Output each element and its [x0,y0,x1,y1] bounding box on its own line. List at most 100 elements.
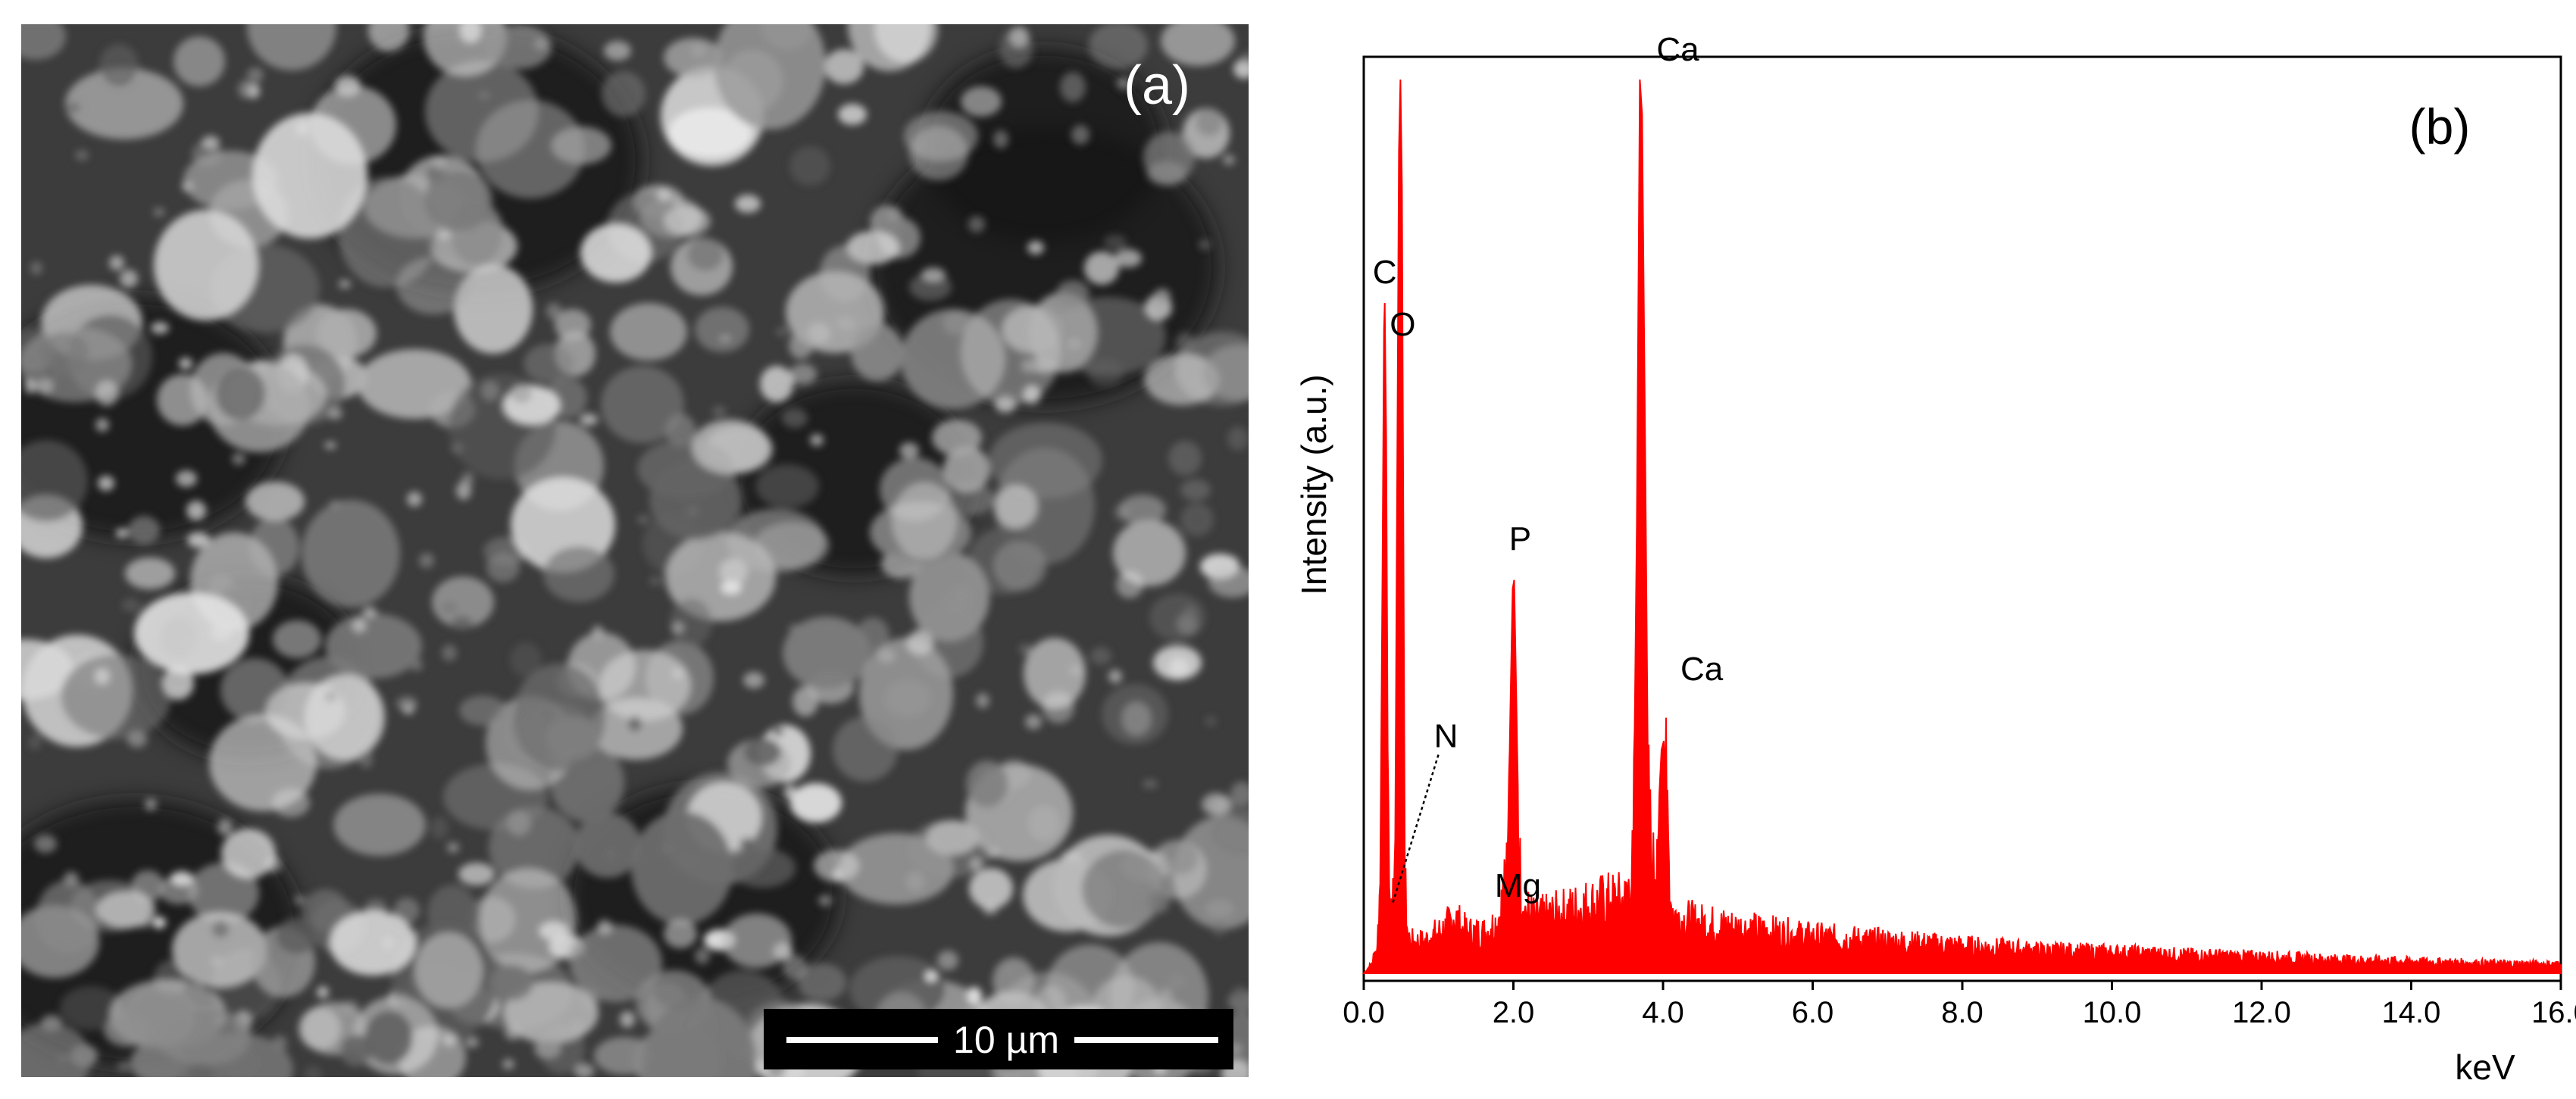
particle [976,693,989,708]
particle [755,464,819,508]
panel-a-tag: (a) [1124,55,1190,116]
peak-label-n: N [1434,718,1458,755]
particle [24,379,36,394]
particle [340,1035,372,1066]
particle [96,891,155,929]
particle [672,622,684,634]
particle [29,735,41,750]
particle [188,863,259,923]
particle [594,1037,655,1075]
particle [304,1066,322,1077]
particle [534,1039,561,1059]
particle [1241,52,1249,64]
particle [120,270,138,288]
particle [480,868,577,973]
particle [937,951,958,970]
particle [721,581,742,595]
particle [1144,354,1220,405]
particle [34,835,57,853]
particle [513,663,605,771]
particle [266,856,281,873]
particle [1084,251,1119,285]
particle [442,645,457,661]
particle [664,206,711,236]
particle [396,257,472,314]
particle [302,500,400,607]
particle [610,303,687,361]
particle [580,414,598,426]
particle [760,366,793,402]
particle [330,910,416,976]
particle [1009,27,1029,48]
particle [365,899,386,914]
particle [772,727,784,736]
particle [432,576,494,628]
particle [664,38,723,77]
particle [424,170,492,232]
particle [926,820,979,855]
particle [461,473,474,486]
particle [1227,426,1249,451]
peak-label-mg: Mg [1495,867,1541,904]
particle [502,1059,514,1069]
particle [232,453,245,465]
particle [1169,976,1184,985]
particle [187,1064,214,1077]
particle [511,385,532,403]
particle [503,982,599,1044]
particle [643,998,757,1077]
particle [272,1035,287,1052]
particle [209,714,317,811]
particle [363,607,377,617]
particle [570,925,662,1002]
particle [21,440,88,522]
particle [179,357,192,370]
particle [1102,684,1168,745]
particle [1203,345,1249,401]
particle [441,601,458,614]
particle [211,920,230,938]
x-axis-title: keV [2455,1047,2515,1087]
particle [162,667,194,700]
particle [814,850,859,882]
x-tick-label: 14.0 [2382,996,2441,1029]
particle [407,492,422,507]
particle [481,381,499,401]
particle [359,751,373,768]
particle [789,364,817,385]
particle [1205,900,1234,918]
particle [1087,359,1124,386]
particle [419,553,434,568]
particle [599,650,691,721]
particle [1208,809,1249,857]
particle [789,146,830,186]
particle [122,598,140,612]
particle [486,552,520,582]
particle [1004,967,1018,976]
particle [187,532,210,548]
particle [327,407,342,420]
particle [692,420,769,474]
particle [398,1026,466,1077]
particle [317,986,329,998]
particle [153,208,165,217]
particle [969,868,1013,909]
particle [653,972,700,1010]
peak-label-ca: Ca [1656,31,1699,68]
particle [325,614,422,679]
particle [1180,479,1211,501]
particle [1117,77,1130,89]
particle [995,396,1016,413]
particle [574,813,641,878]
x-axis-ticks [1362,981,2562,990]
particle [994,485,1038,529]
particle [154,210,258,320]
particle [649,576,661,585]
particle [574,1063,594,1077]
particle [125,557,175,589]
particle [1023,385,1041,404]
particle [820,245,870,301]
particle [695,948,710,964]
particle [695,307,749,352]
particle [604,41,631,61]
